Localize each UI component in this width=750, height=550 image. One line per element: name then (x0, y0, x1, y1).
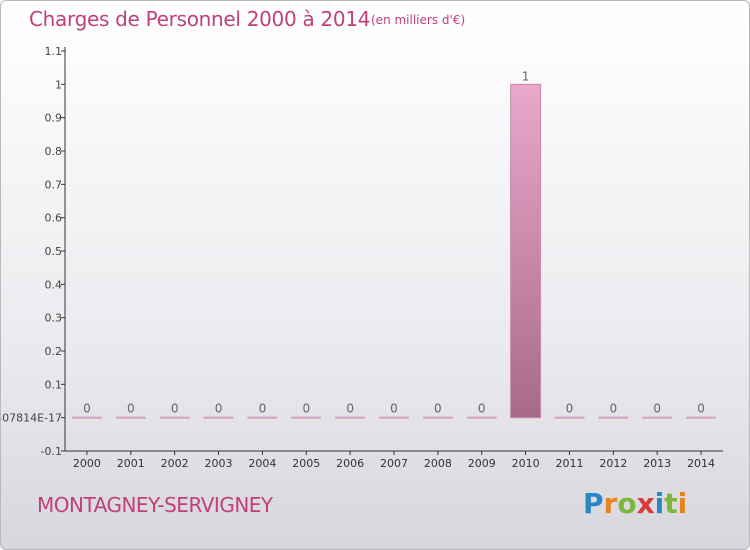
logo-letter: P (583, 487, 604, 520)
y-tick-label: 0.4 (45, 278, 63, 291)
x-tick-label: 2003 (205, 457, 233, 470)
chart-title: Charges de Personnel 2000 à 2014 (29, 7, 371, 31)
logo-letter: o (617, 487, 637, 520)
data-label: 0 (215, 402, 223, 416)
x-tick-label: 2009 (468, 457, 496, 470)
x-tick-label: 2013 (643, 457, 671, 470)
x-tick-label: 2007 (380, 457, 408, 470)
logo-letter: i (654, 487, 665, 520)
logo-letter: x (636, 487, 655, 520)
data-label: 0 (478, 402, 486, 416)
bar (203, 416, 234, 419)
x-tick-label: 2000 (73, 457, 101, 470)
data-label: 0 (697, 402, 705, 416)
x-tick-label: 2005 (292, 457, 320, 470)
y-tick-label: 0.9 (45, 112, 63, 125)
bar (115, 416, 146, 419)
bar (291, 416, 322, 419)
x-tick-label: 2002 (161, 457, 189, 470)
data-label: 0 (302, 402, 310, 416)
data-label: 0 (83, 402, 91, 416)
x-tick-label: 2006 (336, 457, 364, 470)
data-label: 0 (610, 402, 618, 416)
y-tick-label: 0.1 (45, 378, 63, 391)
y-tick-label: 1.1 (45, 45, 63, 58)
y-tick-label: 0.3 (45, 312, 63, 325)
data-label: 0 (566, 402, 574, 416)
x-tick-label: 2004 (248, 457, 276, 470)
data-label: 0 (127, 402, 135, 416)
data-label: 0 (434, 402, 442, 416)
bar (159, 416, 190, 419)
x-tick-label: 2011 (555, 457, 583, 470)
bar (247, 416, 278, 419)
x-tick-label: 2008 (424, 457, 452, 470)
logo-letter: i (677, 487, 688, 520)
proxiti-logo[interactable]: Proxiti (583, 487, 687, 520)
data-label: 0 (346, 402, 354, 416)
bar (686, 416, 717, 419)
bar (598, 416, 629, 419)
data-label: 0 (653, 402, 661, 416)
y-tick-label: 0.6 (45, 212, 63, 225)
bar (466, 416, 497, 419)
y-tick-label: 0.8 (45, 145, 63, 158)
y-tick-label: 0.5 (45, 245, 63, 258)
bar (422, 416, 453, 419)
logo-letter: r (603, 487, 618, 520)
y-tick-label: 0.2 (45, 345, 63, 358)
data-label: 0 (171, 402, 179, 416)
data-label: 0 (259, 402, 267, 416)
x-tick-label: 2010 (512, 457, 540, 470)
bar (642, 416, 673, 419)
data-label: 0 (390, 402, 398, 416)
y-tick-label: 0.7 (45, 178, 63, 191)
bar (71, 416, 102, 419)
logo-letter: t (664, 487, 678, 520)
data-label: 1 (522, 69, 530, 83)
y-tick-label: 1 (55, 78, 62, 91)
bar (510, 83, 542, 419)
bar (554, 416, 585, 419)
commune-name: MONTAGNEY-SERVIGNEY (37, 493, 273, 517)
bar (379, 416, 409, 419)
y-tick-label: 1.3877787807814E-17 (1, 412, 62, 425)
y-tick-label: -0.1 (41, 445, 62, 458)
x-tick-label: 2001 (117, 457, 145, 470)
x-tick-label: 2012 (599, 457, 627, 470)
chart-subtitle: (en milliers d'€) (371, 13, 466, 27)
bar (335, 416, 366, 419)
x-tick-label: 2014 (687, 457, 715, 470)
